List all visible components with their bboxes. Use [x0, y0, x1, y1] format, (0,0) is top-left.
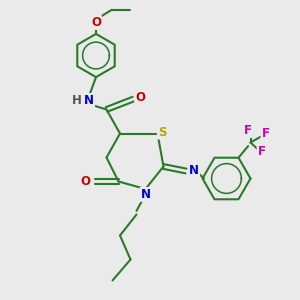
Text: F: F: [262, 127, 269, 140]
Text: O: O: [80, 175, 91, 188]
Text: S: S: [158, 125, 166, 139]
Text: N: N: [84, 94, 94, 107]
Text: F: F: [244, 124, 251, 137]
Text: F: F: [258, 145, 266, 158]
Text: H: H: [72, 94, 82, 107]
Text: N: N: [140, 188, 151, 201]
Text: N: N: [189, 164, 199, 178]
Text: O: O: [91, 16, 101, 29]
Text: O: O: [135, 91, 145, 104]
